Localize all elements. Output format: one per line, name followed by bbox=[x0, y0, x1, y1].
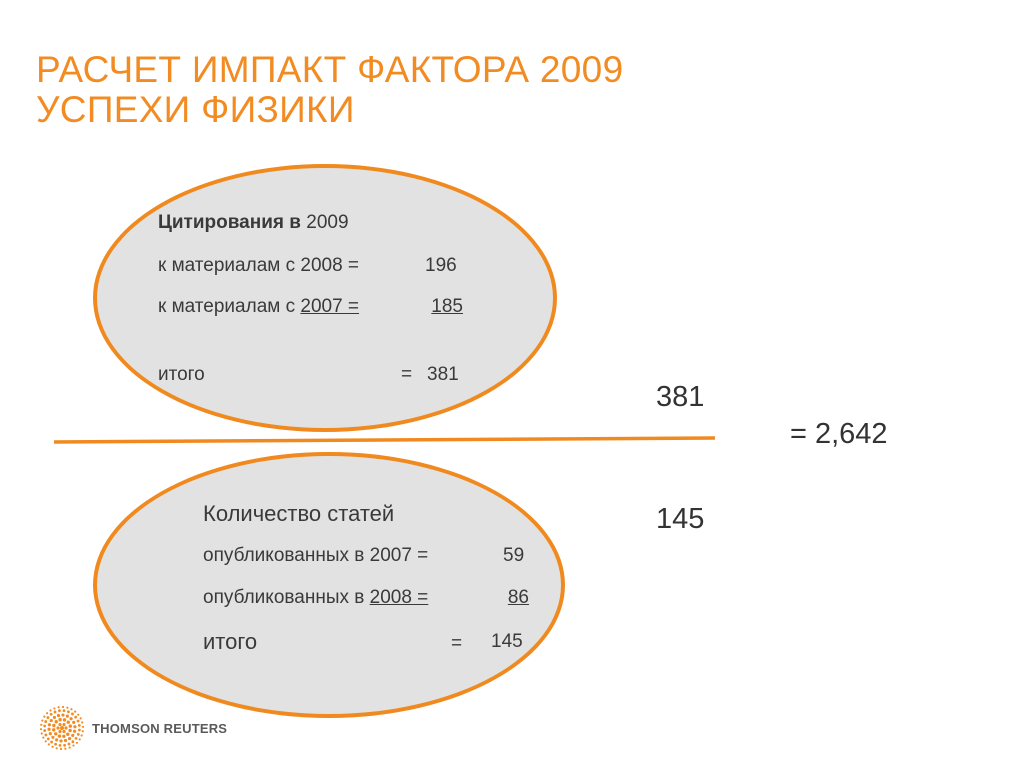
fraction-result: = 2,642 bbox=[790, 418, 888, 450]
articles-row-2007-label: опубликованных в 2007 = bbox=[203, 545, 429, 566]
citations-heading: Цитирования в 2009 bbox=[158, 212, 349, 234]
articles-total-label: итого bbox=[203, 629, 258, 654]
articles-ellipse bbox=[93, 452, 565, 718]
citations-row-2007-value: 185 bbox=[431, 296, 463, 317]
slide-title: РАСЧЕТ ИМПАКТ ФАКТОРА 2009 УСПЕХИ ФИЗИКИ bbox=[36, 50, 623, 130]
title-line-2: УСПЕХИ ФИЗИКИ bbox=[36, 89, 355, 130]
citations-row-2008-value: 196 bbox=[425, 255, 457, 276]
articles-row-2008-value: 86 bbox=[507, 587, 529, 608]
fraction-numerator: 381 bbox=[656, 381, 705, 413]
citations-row-2008-label: к материалам с 2008 = bbox=[158, 255, 360, 276]
citations-total-label: итого bbox=[158, 364, 205, 385]
citations-total-value: 381 bbox=[427, 364, 459, 385]
thomson-reuters-dot-circle-icon bbox=[40, 706, 84, 750]
citations-row-2007-underlined: 2007 = bbox=[300, 296, 360, 317]
citations-row-2007-prefix: к материалам с bbox=[158, 296, 296, 317]
citations-heading-year: 2009 bbox=[306, 212, 349, 233]
citations-total-eq: = bbox=[401, 364, 413, 385]
thomson-reuters-logo: THOMSON REUTERS bbox=[40, 706, 227, 750]
citations-row-2007-label: к материалам с 2007 = bbox=[158, 296, 359, 318]
articles-row-2008-underlined: 2008 = bbox=[369, 587, 429, 608]
articles-total-eq: = bbox=[451, 633, 463, 654]
articles-heading: Количество статей bbox=[203, 501, 395, 526]
articles-row-2008-label: опубликованных в 2008 = bbox=[203, 587, 428, 609]
articles-total-value: 145 bbox=[491, 631, 523, 652]
citations-heading-bold: Цитирования в bbox=[158, 212, 301, 233]
citations-ellipse bbox=[93, 164, 557, 432]
articles-row-2008-prefix: опубликованных в bbox=[203, 587, 365, 608]
logo-text: THOMSON REUTERS bbox=[92, 720, 228, 736]
title-line-1: РАСЧЕТ ИМПАКТ ФАКТОРА 2009 bbox=[36, 49, 624, 90]
fraction-denominator: 145 bbox=[656, 503, 705, 535]
articles-row-2007-value: 59 bbox=[503, 545, 525, 566]
